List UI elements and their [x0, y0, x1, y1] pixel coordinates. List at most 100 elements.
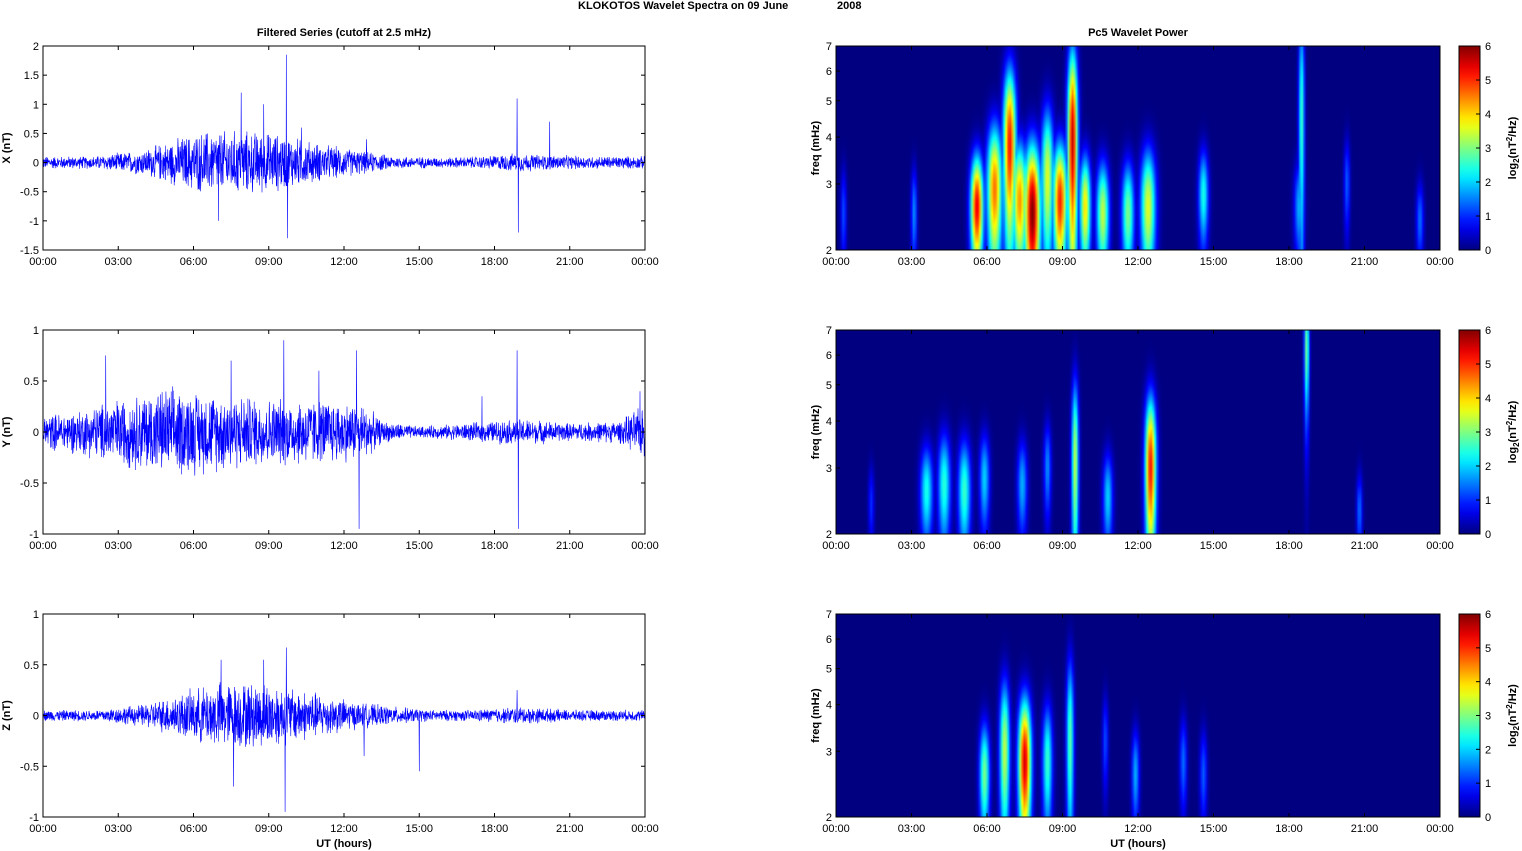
- x-wavelet-colorbar-tick-label: 1: [1485, 211, 1491, 223]
- z-wavelet-colorbar-tick-label: 4: [1485, 677, 1491, 689]
- x-wavelet-colorbar-tick-label: 6: [1485, 41, 1491, 53]
- left-x-axis-label: UT (hours): [316, 838, 372, 850]
- y-series-line: [42, 340, 646, 529]
- y-wavelet-x-tick-label: 06:00: [973, 540, 1001, 552]
- x-wavelet-y-tick-label: 3: [826, 179, 832, 191]
- y-wavelet-y-tick-label: 7: [826, 325, 832, 337]
- y-wavelet-colorbar-tick-label: 4: [1485, 393, 1491, 405]
- y-wavelet-x-tick-label: 21:00: [1351, 540, 1379, 552]
- x-series-y-tick-label: 1: [33, 99, 39, 111]
- y-wavelet-y-tick-label: 3: [826, 463, 832, 475]
- right-column-title: Pc5 Wavelet Power: [1088, 27, 1189, 39]
- z-series-y-tick-label: 1: [33, 609, 39, 621]
- y-wavelet-colorbar-tick-label: 1: [1485, 495, 1491, 507]
- y-wavelet-x-tick-label: 18:00: [1275, 540, 1303, 552]
- y-series-y-tick-label: 1: [33, 325, 39, 337]
- x-wavelet-y-label: freq (mHz): [810, 120, 822, 175]
- y-wavelet-x-tick-label: 15:00: [1200, 540, 1228, 552]
- x-wavelet-colorbar-tick-label: 3: [1485, 143, 1491, 155]
- z-wavelet-colorbar-tick-label: 5: [1485, 643, 1491, 655]
- z-series-y-tick-label: 0.5: [24, 660, 39, 672]
- y-series-x-tick-label: 12:00: [330, 540, 358, 552]
- z-wavelet-x-tick-label: 09:00: [1049, 823, 1077, 835]
- x-wavelet-x-tick-label: 12:00: [1124, 256, 1152, 268]
- figure-title: KLOKOTOS Wavelet Spectra on 09 June: [578, 0, 788, 12]
- y-series-x-tick-label: 21:00: [556, 540, 584, 552]
- z-series-x-tick-label: 03:00: [104, 823, 132, 835]
- x-wavelet-x-tick-label: 09:00: [1049, 256, 1077, 268]
- z-wavelet-colorbar-tick-label: 2: [1485, 744, 1491, 756]
- x-wavelet-colorbar-tick-label: 4: [1485, 109, 1491, 121]
- y-wavelet-x-tick-label: 12:00: [1124, 540, 1152, 552]
- y-wavelet-x-tick-label: 00:00: [822, 540, 850, 552]
- z-series-x-tick-label: 09:00: [255, 823, 283, 835]
- x-series-line: [42, 54, 646, 239]
- z-wavelet-power-map: [836, 614, 1440, 817]
- z-wavelet-colorbar-tick-label: 3: [1485, 711, 1491, 723]
- y-wavelet-x-tick-label: 00:00: [1426, 540, 1454, 552]
- z-wavelet-x-tick-label: 21:00: [1351, 823, 1379, 835]
- z-series-x-tick-label: 15:00: [405, 823, 433, 835]
- y-wavelet-colorbar-tick-label: 6: [1485, 325, 1491, 337]
- z-wavelet-y-tick-label: 4: [826, 700, 832, 712]
- z-wavelet-colorbar-tick-label: 1: [1485, 778, 1491, 790]
- x-series-x-tick-label: 15:00: [405, 256, 433, 268]
- x-wavelet-x-tick-label: 00:00: [822, 256, 850, 268]
- z-wavelet-x-tick-label: 00:00: [822, 823, 850, 835]
- x-wavelet-x-tick-label: 21:00: [1351, 256, 1379, 268]
- z-series-y-label: Z (nT): [1, 700, 13, 731]
- y-wavelet-x-tick-label: 09:00: [1049, 540, 1077, 552]
- z-wavelet-x-tick-label: 15:00: [1200, 823, 1228, 835]
- x-series-y-tick-label: 0.5: [24, 128, 39, 140]
- x-wavelet-x-tick-label: 00:00: [1426, 256, 1454, 268]
- y-wavelet-colorbar-label: log2(nT2/Hz): [1505, 400, 1521, 463]
- y-series-x-tick-label: 00:00: [631, 540, 659, 552]
- y-series-y-tick-label: 0.5: [24, 376, 39, 388]
- x-series-y-tick-label: 0: [33, 158, 39, 170]
- z-series-x-tick-label: 06:00: [180, 823, 208, 835]
- x-wavelet-x-tick-label: 06:00: [973, 256, 1001, 268]
- x-wavelet-x-tick-label: 03:00: [898, 256, 926, 268]
- z-series-line: [42, 647, 646, 812]
- z-series-y-tick-label: -0.5: [20, 761, 39, 773]
- y-wavelet-y-tick-label: 5: [826, 380, 832, 392]
- x-wavelet-x-tick-label: 15:00: [1200, 256, 1228, 268]
- z-series-x-tick-label: 00:00: [631, 823, 659, 835]
- y-wavelet-colorbar-tick-label: 0: [1485, 529, 1491, 541]
- z-wavelet-y-tick-label: 6: [826, 634, 832, 646]
- x-wavelet-y-tick-label: 6: [826, 66, 832, 78]
- x-series-x-tick-label: 06:00: [180, 256, 208, 268]
- x-wavelet-y-tick-label: 5: [826, 96, 832, 108]
- y-series-x-tick-label: 09:00: [255, 540, 283, 552]
- x-series-x-tick-label: 09:00: [255, 256, 283, 268]
- z-series-x-tick-label: 21:00: [556, 823, 584, 835]
- x-wavelet-y-tick-label: 4: [826, 132, 832, 144]
- x-wavelet-colorbar-tick-label: 0: [1485, 245, 1491, 257]
- y-wavelet-y-tick-label: 2: [826, 529, 832, 541]
- y-wavelet-colorbar-tick-label: 2: [1485, 461, 1491, 473]
- y-series-x-tick-label: 06:00: [180, 540, 208, 552]
- z-series-x-tick-label: 00:00: [29, 823, 57, 835]
- z-wavelet-colorbar-tick-label: 0: [1485, 812, 1491, 824]
- x-series-x-tick-label: 00:00: [29, 256, 57, 268]
- x-wavelet-y-tick-label: 7: [826, 41, 832, 53]
- y-series-y-tick-label: -0.5: [20, 478, 39, 490]
- z-wavelet-x-tick-label: 03:00: [898, 823, 926, 835]
- x-series-y-label: X (nT): [1, 132, 13, 163]
- y-wavelet-y-tick-label: 6: [826, 350, 832, 362]
- x-wavelet-colorbar-label: log2(nT2/Hz): [1505, 116, 1521, 179]
- z-wavelet-x-tick-label: 18:00: [1275, 823, 1303, 835]
- y-series-y-label: Y (nT): [1, 416, 13, 447]
- z-wavelet-colorbar-label: log2(nT2/Hz): [1505, 684, 1521, 747]
- x-series-y-tick-label: -1: [29, 216, 39, 228]
- x-wavelet-colorbar-tick-label: 5: [1485, 75, 1491, 87]
- y-series-y-tick-label: 0: [33, 427, 39, 439]
- y-series-x-tick-label: 18:00: [481, 540, 509, 552]
- z-wavelet-y-label: freq (mHz): [810, 688, 822, 743]
- z-wavelet-colorbar-tick-label: 6: [1485, 609, 1491, 621]
- z-wavelet-x-tick-label: 06:00: [973, 823, 1001, 835]
- y-wavelet-power-map: [836, 330, 1440, 534]
- x-series-x-tick-label: 21:00: [556, 256, 584, 268]
